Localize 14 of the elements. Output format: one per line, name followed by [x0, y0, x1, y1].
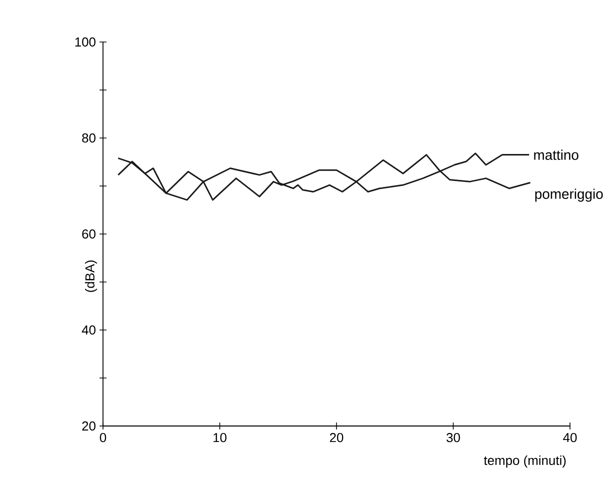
- x-axis-title: tempo (minuti): [484, 456, 566, 468]
- x-tick-label: 30: [446, 433, 460, 442]
- series-label: pomeriggio: [535, 188, 603, 202]
- y-tick-label: 60: [82, 229, 96, 239]
- y-tick-label: 20: [82, 421, 96, 431]
- x-tick-label: 40: [563, 433, 577, 442]
- x-tick-label: 10: [214, 433, 226, 442]
- y-tick-label: 80: [82, 133, 96, 143]
- x-tick-label: 20: [330, 433, 344, 442]
- y-tick-label: 100: [75, 37, 96, 47]
- series-label: mattino: [534, 150, 578, 160]
- y-axis-title: (dBA): [84, 260, 98, 292]
- x-tick-label: 0: [100, 433, 106, 442]
- y-tick-label: 40: [82, 325, 96, 335]
